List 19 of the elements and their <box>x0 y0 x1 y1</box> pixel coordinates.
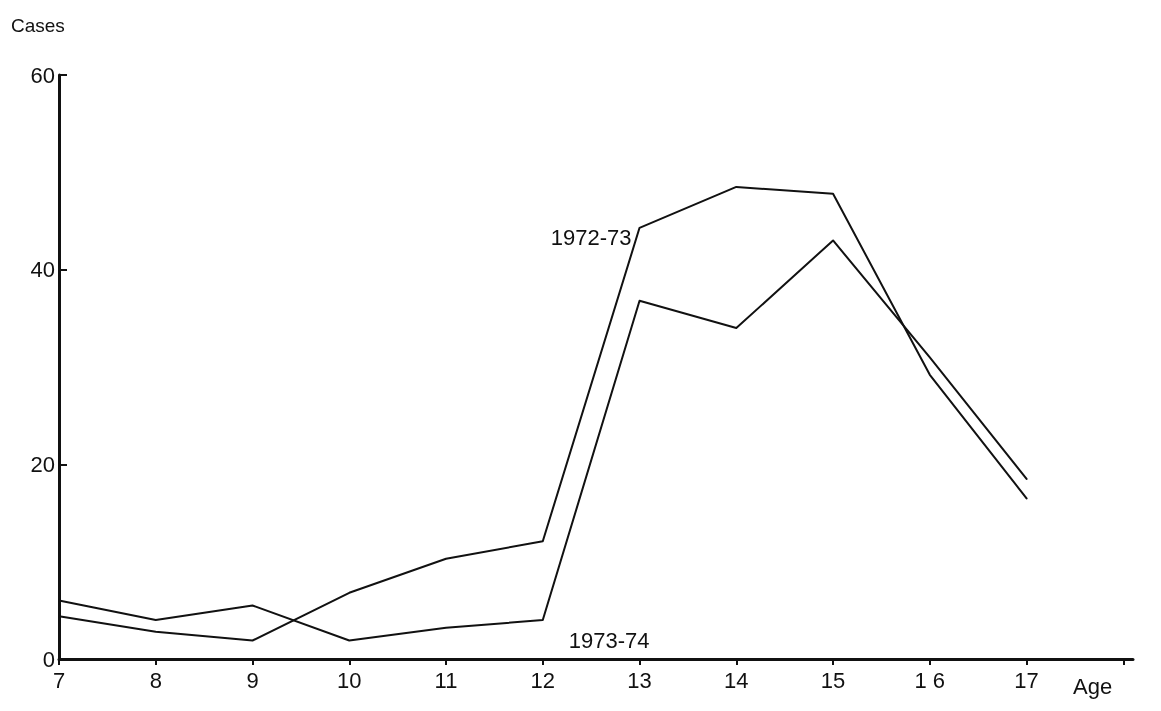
x-tick-label: 11 <box>434 667 458 693</box>
series-label: 1972-73 <box>550 225 632 251</box>
x-tick-label: 17 <box>1014 667 1039 693</box>
y-tick-label: 20 <box>30 451 55 477</box>
x-tick-label: 15 <box>820 667 846 693</box>
x-axis-title: Age <box>1073 673 1113 699</box>
x-tick-label: 10 <box>337 667 362 693</box>
x-tick-label: 1 6 <box>914 667 946 693</box>
y-axis-title: Cases <box>11 15 65 36</box>
x-tick-label: 8 <box>149 667 162 693</box>
x-tick-label: 14 <box>724 667 749 693</box>
y-tick-label: 40 <box>30 257 55 283</box>
x-tick-label: 13 <box>627 667 652 693</box>
y-tick-label: 0 <box>42 646 55 672</box>
series-label: 1973-74 <box>568 627 650 653</box>
y-tick-label: 60 <box>30 62 55 88</box>
x-tick-label: 7 <box>52 667 66 693</box>
x-tick-label: 12 <box>530 667 556 693</box>
x-tick-label: 9 <box>246 667 259 693</box>
